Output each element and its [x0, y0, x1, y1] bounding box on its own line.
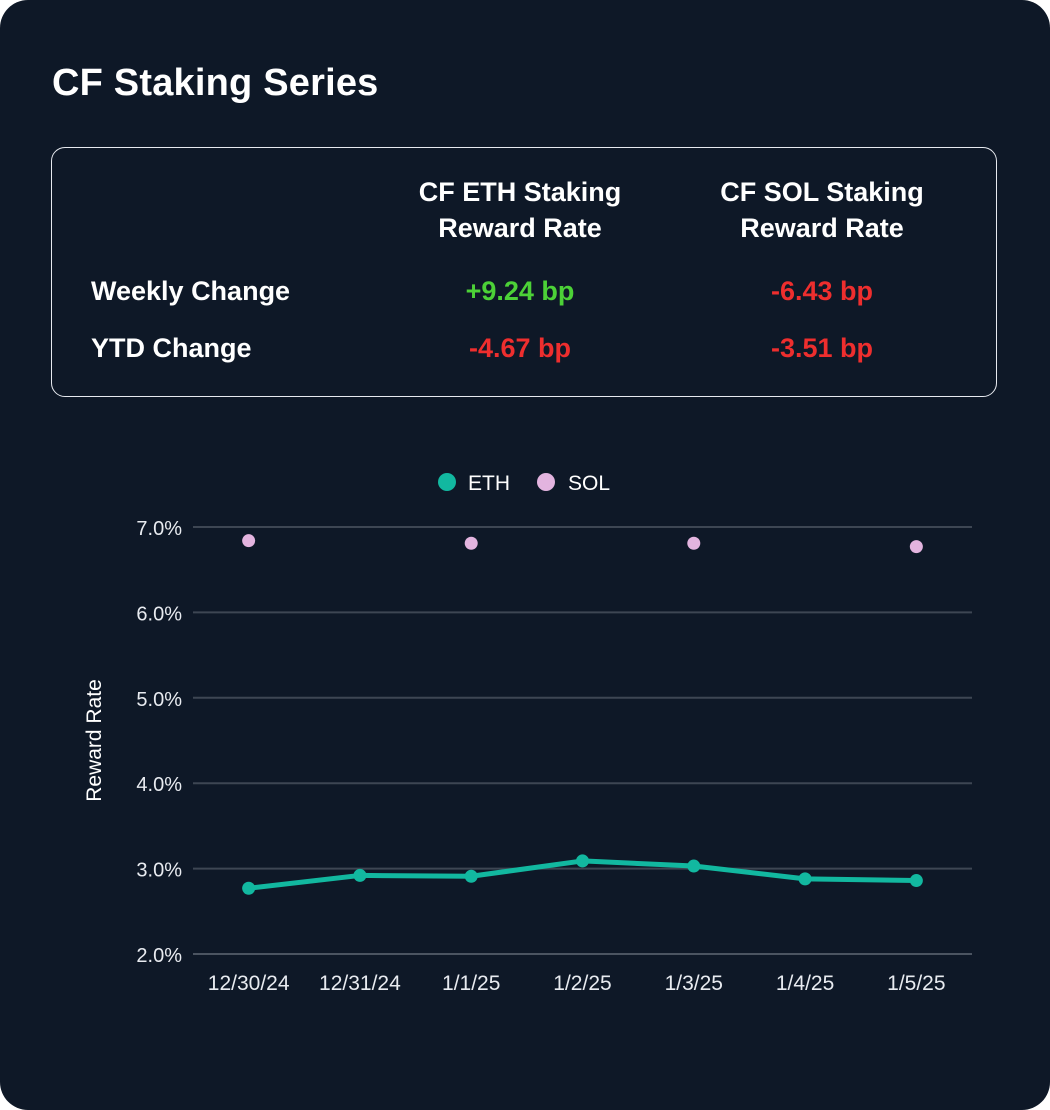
data-point-sol: [242, 534, 256, 548]
sol-column-header: CF SOL Staking Reward Rate: [672, 174, 972, 246]
y-tick-label: 2.0%: [136, 945, 182, 967]
eth-column-header-line-1: CF ETH Staking: [418, 177, 622, 207]
weekly-change-sol-value: -6.43 bp: [770, 276, 874, 306]
y-axis-label: Reward Rate: [83, 679, 106, 802]
data-point-sol: [687, 536, 701, 550]
legend-marker-eth: [438, 473, 456, 491]
x-tick-label: 1/4/25: [776, 972, 834, 995]
y-tick-label: 3.0%: [136, 860, 182, 882]
ytd-change-sol-value: -3.51 bp: [770, 333, 874, 363]
eth-column-header-line-2: Reward Rate: [438, 213, 602, 243]
y-tick-label: 6.0%: [136, 603, 182, 625]
ytd-change-eth-value: -4.67 bp: [468, 333, 572, 363]
data-point-sol: [464, 536, 478, 550]
x-tick-label: 1/3/25: [665, 972, 723, 995]
y-tick-label: 4.0%: [136, 774, 182, 796]
y-tick-label: 5.0%: [136, 689, 182, 711]
data-point-eth: [687, 859, 701, 873]
data-point-eth: [576, 854, 589, 868]
eth-column-header: CF ETH Staking Reward Rate: [370, 174, 670, 246]
sol-column-header-line-2: Reward Rate: [740, 213, 904, 243]
data-point-eth: [353, 868, 367, 882]
weekly-change-eth-value: +9.24 bp: [465, 276, 575, 306]
weekly-change-label: Weekly Change: [91, 276, 291, 306]
y-tick-label: 7.0%: [136, 518, 182, 540]
data-point-sol: [909, 540, 923, 554]
data-point-eth: [464, 869, 478, 883]
x-tick-label: 12/31/24: [319, 972, 401, 995]
ytd-change-label: YTD Change: [91, 333, 252, 363]
x-tick-label: 1/5/25: [887, 972, 945, 995]
chart-svg: 2.0% 3.0% 4.0% 5.0% 6.0% 7.0% 12/30/24 12/31/24…: [83, 472, 972, 995]
reward-rate-chart: 2.0% 3.0% 4.0% 5.0% 6.0% 7.0% 12/30/24 12/31/24…: [0, 440, 1050, 1060]
x-tick-label: 1/1/25: [442, 972, 500, 995]
page-title: CF Staking Series: [52, 62, 379, 104]
legend-marker-sol: [537, 473, 555, 491]
legend-label-sol: SOL: [568, 472, 610, 495]
data-point-eth: [242, 881, 256, 895]
legend-label-eth: ETH: [468, 472, 510, 495]
data-point-eth: [798, 872, 812, 886]
x-tick-label: 12/30/24: [208, 972, 290, 995]
data-point-eth: [909, 874, 923, 888]
x-tick-label: 1/2/25: [553, 972, 611, 995]
stats-table: CF ETH Staking Reward Rate CF SOL Stakin…: [51, 147, 997, 397]
sol-column-header-line-1: CF SOL Staking: [720, 177, 924, 207]
